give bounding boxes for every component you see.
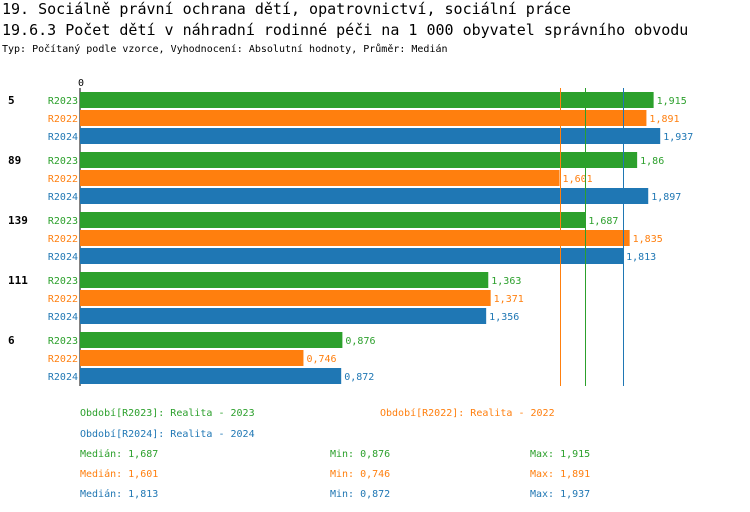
series-label: R2023 xyxy=(48,96,78,107)
stat-median-r2022: Medián: 1,601 xyxy=(80,469,159,480)
series-label: R2023 xyxy=(48,156,78,167)
data-label: 1,363 xyxy=(491,276,521,287)
bar xyxy=(80,170,560,186)
data-label: 1,915 xyxy=(657,96,687,107)
series-label: R2022 xyxy=(48,294,78,305)
stat-max-r2023: Max: 1,915 xyxy=(530,449,591,460)
series-label: R2022 xyxy=(48,114,78,125)
series-label: R2022 xyxy=(48,234,78,245)
series-label: R2022 xyxy=(48,354,78,365)
bar xyxy=(80,212,586,228)
series-label: R2024 xyxy=(48,192,78,203)
data-label: 0,746 xyxy=(306,354,336,365)
legend-r2024: Období[R2024]: Realita - 2024 xyxy=(80,429,255,440)
bar xyxy=(80,188,649,204)
series-label: R2024 xyxy=(48,312,78,323)
axis-zero-label: 0 xyxy=(78,78,84,89)
stat-median-r2024: Medián: 1,813 xyxy=(80,489,159,500)
chart-info: Typ: Počítaný podle vzorce, Vyhodnocení:… xyxy=(2,44,448,55)
series-label: R2024 xyxy=(48,372,78,383)
data-label: 1,813 xyxy=(626,252,656,263)
data-label: 0,876 xyxy=(345,336,375,347)
bar xyxy=(80,110,647,126)
data-label: 1,897 xyxy=(651,192,681,203)
bar xyxy=(80,272,489,288)
series-label: R2022 xyxy=(48,174,78,185)
data-label: 1,371 xyxy=(494,294,524,305)
series-label: R2024 xyxy=(48,132,78,143)
group-label: 111 xyxy=(8,274,28,287)
stat-min-r2022: Min: 0,746 xyxy=(330,469,391,480)
data-label: 1,835 xyxy=(633,234,663,245)
bar xyxy=(80,290,491,306)
bar xyxy=(80,368,342,384)
data-label: 0,872 xyxy=(344,372,374,383)
data-label: 1,937 xyxy=(663,132,693,143)
chart-subtitle: 19.6.3 Počet dětí v náhradní rodinné péč… xyxy=(2,21,689,39)
group-label: 89 xyxy=(8,154,21,167)
bar xyxy=(80,332,343,348)
bar xyxy=(80,152,638,168)
group-label: 5 xyxy=(8,94,15,107)
bar xyxy=(80,92,654,108)
group-label: 139 xyxy=(8,214,28,227)
data-label: 1,601 xyxy=(563,174,593,185)
stat-min-r2024: Min: 0,872 xyxy=(330,489,391,500)
data-label: 1,356 xyxy=(489,312,519,323)
bar xyxy=(80,350,304,366)
series-label: R2023 xyxy=(48,336,78,347)
data-label: 1,891 xyxy=(649,114,679,125)
bar xyxy=(80,308,487,324)
stat-max-r2024: Max: 1,937 xyxy=(530,489,591,500)
stat-max-r2022: Max: 1,891 xyxy=(530,469,591,480)
series-label: R2024 xyxy=(48,252,78,263)
stat-min-r2023: Min: 0,876 xyxy=(330,449,391,460)
series-label: R2023 xyxy=(48,216,78,227)
data-label: 1,687 xyxy=(588,216,618,227)
page-title: 19. Sociálně právní ochrana dětí, opatro… xyxy=(2,0,571,18)
series-label: R2023 xyxy=(48,276,78,287)
bar xyxy=(80,248,624,264)
bar xyxy=(80,128,661,144)
legend-r2022: Období[R2022]: Realita - 2022 xyxy=(380,408,555,419)
stat-median-r2023: Medián: 1,687 xyxy=(80,449,159,460)
bar xyxy=(80,230,630,246)
group-label: 6 xyxy=(8,334,15,347)
data-label: 1,86 xyxy=(640,156,664,167)
legend-r2023: Období[R2023]: Realita - 2023 xyxy=(80,408,255,419)
bar-chart: 0 5 R2023 1,915 R2022 1,891 R2024 1,937 89 R2023 1… xyxy=(8,78,693,386)
